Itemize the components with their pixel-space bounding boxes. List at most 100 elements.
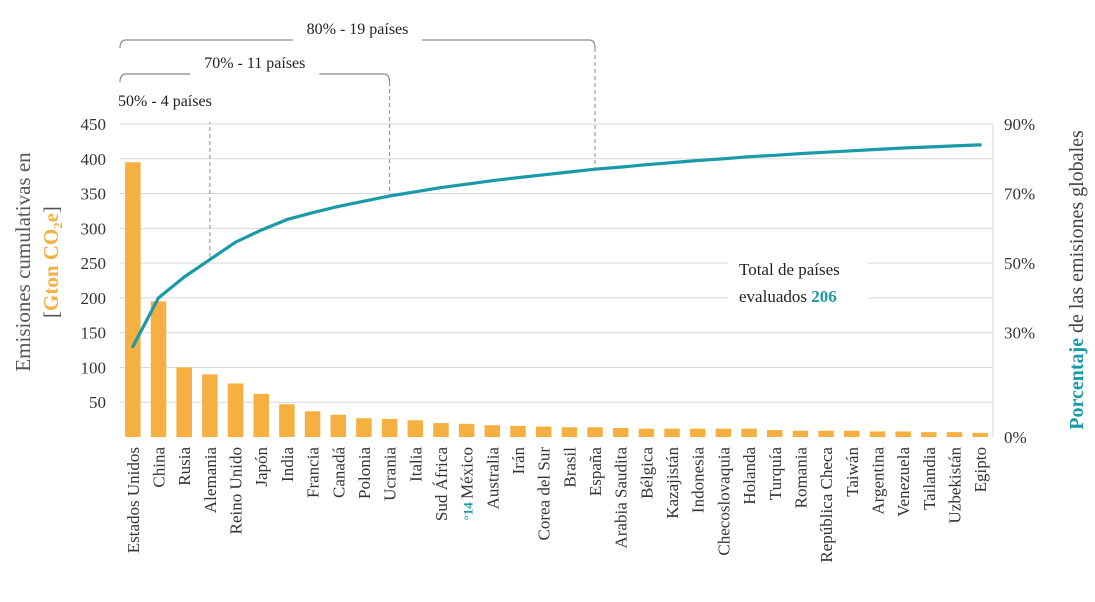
x-tick-label: Francia xyxy=(304,447,323,498)
x-tick-label: República Checa xyxy=(817,447,836,563)
bar-series xyxy=(125,162,988,437)
x-tick-label: Italia xyxy=(406,447,425,482)
y-axis-right-title-highlight: Porcentaje xyxy=(1066,338,1088,430)
x-tick-label: Checoslovaquia xyxy=(714,447,733,556)
bar xyxy=(458,423,475,437)
cumulative-line-series xyxy=(131,143,982,349)
total-box xyxy=(728,252,868,310)
y-left-tick-label: 200 xyxy=(81,289,107,308)
x-tick-label: Reino Unido xyxy=(227,447,246,534)
bar xyxy=(227,383,244,437)
x-tick-label: Romania xyxy=(791,447,810,509)
x-tick-label: Egipto xyxy=(971,447,990,492)
annotation-label: 70% - 11 países xyxy=(204,55,305,72)
x-tick-label: Holanda xyxy=(740,447,759,505)
total-box-label: evaluados xyxy=(739,287,807,306)
y-axis-right-ticks: 0% 30% 50% 70% 90% xyxy=(1004,115,1035,447)
y-axis-left-title-line2: [Gton CO₂e] xyxy=(39,206,63,318)
x-tick-label-text: México xyxy=(458,447,477,499)
x-tick-label: °14 México xyxy=(458,447,477,520)
bar xyxy=(972,432,988,437)
x-tick-label: Uzbekistán xyxy=(945,447,964,524)
total-box-line2: evaluados 206 xyxy=(739,287,837,306)
y-left-tick-label: 250 xyxy=(81,254,107,273)
bar xyxy=(202,374,218,437)
bar xyxy=(612,427,629,437)
x-tick-label: Arabia Saudita xyxy=(612,447,631,549)
x-tick-label: Indonesia xyxy=(689,447,708,514)
annotation-label-bg xyxy=(293,28,423,50)
cumulative-line xyxy=(131,143,982,349)
bar xyxy=(356,418,372,437)
bar xyxy=(253,393,269,437)
y-right-tick-label: 30% xyxy=(1004,324,1035,343)
bar xyxy=(330,414,346,437)
bar xyxy=(510,425,526,437)
x-tick-label: India xyxy=(278,447,297,482)
x-tick-label: Estados Unidos xyxy=(124,447,143,553)
y-right-tick-label: 70% xyxy=(1004,185,1035,204)
annotation-label: 80% - 19 países xyxy=(307,21,409,38)
bar xyxy=(946,432,963,437)
x-tick-label: Corea del Sur xyxy=(535,447,554,541)
bar xyxy=(869,431,886,437)
y-left-tick-label: 350 xyxy=(81,185,107,204)
bar xyxy=(818,430,834,437)
x-tick-label: Brasil xyxy=(560,447,579,488)
x-tick-label: Australia xyxy=(483,447,502,510)
bar xyxy=(895,431,911,437)
bar xyxy=(664,428,680,437)
y-left-tick-label: 50 xyxy=(89,393,106,412)
x-tick-label: Taiwán xyxy=(843,447,862,497)
bar xyxy=(433,423,449,437)
y-axis-right-title-rest: de las emisiones globales xyxy=(1066,130,1088,338)
x-tick-label: España xyxy=(586,447,605,497)
bar xyxy=(689,428,706,437)
bar xyxy=(381,418,398,437)
x-axis-tick-labels: Estados Unidos China Rusia Alemania Reino Un… xyxy=(124,447,990,563)
bar xyxy=(150,301,167,437)
x-tick-label: Canadá xyxy=(329,447,348,498)
bar xyxy=(561,427,578,437)
rank-marker: °14 xyxy=(461,499,476,520)
bar xyxy=(921,432,937,437)
bar xyxy=(792,430,809,437)
x-tick-label: Bélgica xyxy=(637,447,656,499)
bar xyxy=(407,420,424,437)
y-axis-left-bracket-close: ] xyxy=(39,206,63,213)
bar xyxy=(844,430,860,437)
y-axis-left-bracket-open: [ xyxy=(39,311,63,318)
annotation-label: 50% - 4 países xyxy=(118,93,212,110)
annotation-label-bg xyxy=(104,100,226,122)
x-tick-label: Turquía xyxy=(766,447,785,501)
total-box-line1: Total de países xyxy=(739,260,840,279)
x-tick-label: Polonia xyxy=(355,447,374,499)
x-tick-label: Alemania xyxy=(201,447,220,514)
y-left-tick-label: 100 xyxy=(81,358,107,377)
bar xyxy=(587,427,603,437)
y-left-tick-label: 150 xyxy=(81,324,107,343)
bar xyxy=(638,428,655,437)
y-axis-left-ticks: 50 100 150 200 250 300 350 400 450 xyxy=(81,115,107,412)
x-tick-label: Tailandia xyxy=(920,447,939,510)
annotation-label-bg xyxy=(190,62,320,84)
y-axis-left-unit: Gton CO₂e xyxy=(39,213,63,311)
x-tick-label: Kazajistán xyxy=(663,447,682,519)
bar xyxy=(176,367,192,437)
bar xyxy=(304,411,321,437)
y-right-tick-label: 0% xyxy=(1004,428,1027,447)
x-tick-label: Argentina xyxy=(868,447,887,515)
y-left-tick-label: 400 xyxy=(81,150,107,169)
y-left-tick-label: 300 xyxy=(81,219,107,238)
y-left-tick-label: 450 xyxy=(81,115,107,134)
x-tick-label: China xyxy=(150,447,169,488)
x-tick-label: Sud África xyxy=(432,447,451,522)
y-axis-right-title: Porcentaje de las emisiones globales xyxy=(1066,130,1088,430)
y-right-tick-label: 50% xyxy=(1004,254,1035,273)
x-tick-label: Ucrania xyxy=(381,447,400,501)
bar xyxy=(741,428,757,437)
y-axis-left-title-line1: Emisiones cumulativas en xyxy=(11,152,35,372)
total-box-number: 206 xyxy=(811,287,837,306)
